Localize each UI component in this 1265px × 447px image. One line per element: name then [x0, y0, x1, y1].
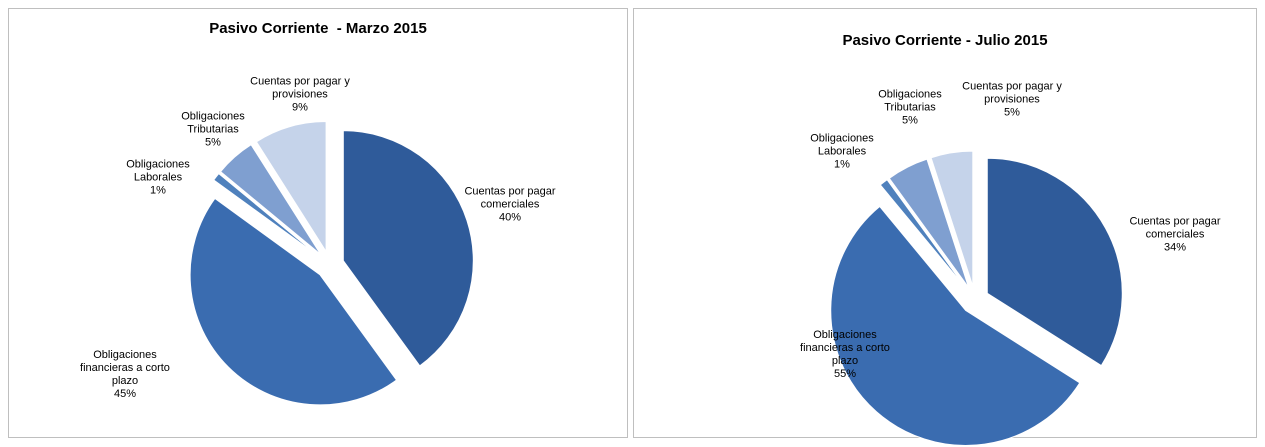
value-label: 1%: [834, 158, 850, 171]
pie-slice: [189, 197, 398, 406]
category-label: Cuentas por pagar comerciales: [1129, 215, 1221, 241]
slice-label: Obligaciones Laborales 1%: [103, 159, 213, 198]
value-label: 55%: [833, 368, 857, 380]
slice-label: Cuentas por pagar y provisiones 9%: [245, 76, 355, 115]
category-label: Cuentas por pagar comerciales: [464, 185, 556, 211]
slice-label: Obligaciones financieras a corto plazo 45…: [70, 349, 180, 401]
value-label: 5%: [902, 114, 918, 127]
slice-label: Obligaciones Laborales 1%: [787, 133, 897, 172]
pie-slice: [879, 179, 967, 290]
category-label: Obligaciones financieras a corto plazo: [80, 349, 170, 387]
pie-slice: [219, 144, 322, 255]
slice-label: Cuentas por pagar y provisiones 5%: [957, 81, 1067, 120]
value-label: 34%: [1163, 241, 1187, 254]
pie-slice: [986, 157, 1123, 367]
pie-slice: [342, 130, 474, 367]
category-label: Cuentas por pagar y provisiones: [250, 75, 350, 101]
value-label: 45%: [113, 388, 137, 400]
category-label: Obligaciones Tributarias: [181, 110, 245, 136]
slice-label: Cuentas por pagar comerciales 34%: [1120, 216, 1230, 255]
pie-slice: [255, 121, 327, 254]
chart-title: Pasivo Corriente - Marzo 2015: [209, 20, 427, 37]
pie-slice: [888, 158, 970, 288]
slice-label: Obligaciones Tributarias 5%: [855, 89, 965, 128]
value-label: 5%: [205, 136, 221, 149]
chart-title: Pasivo Corriente - Julio 2015: [842, 32, 1048, 49]
category-label: Obligaciones Laborales: [126, 158, 190, 184]
value-label: 40%: [498, 211, 522, 224]
chart-panel: [8, 8, 628, 438]
slice-label: Obligaciones Tributarias 5%: [158, 111, 268, 150]
pie-slice: [830, 205, 1081, 446]
category-label: Obligaciones financieras a corto plazo: [800, 329, 890, 367]
category-label: Obligaciones Laborales: [810, 132, 874, 158]
value-label: 1%: [150, 184, 166, 197]
value-label: 5%: [1004, 106, 1020, 119]
pie-slice: [930, 150, 974, 287]
category-label: Obligaciones Tributarias: [878, 88, 942, 114]
category-label: Cuentas por pagar y provisiones: [962, 80, 1062, 106]
value-label: 9%: [292, 101, 308, 114]
pie-slice: [213, 172, 320, 257]
slice-label: Obligaciones financieras a corto plazo 55…: [790, 329, 900, 381]
slice-label: Cuentas por pagar comerciales 40%: [455, 186, 565, 225]
